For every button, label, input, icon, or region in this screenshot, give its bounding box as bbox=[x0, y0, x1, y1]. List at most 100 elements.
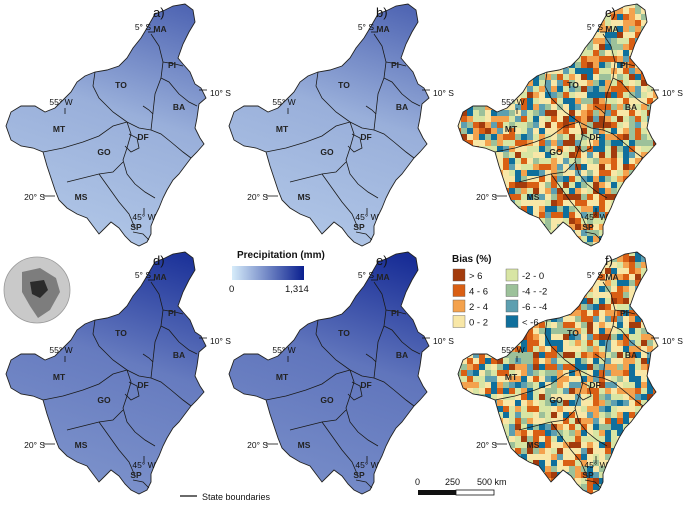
coord-label-lat-mid: 10° S bbox=[662, 88, 683, 98]
state-label-ba: BA bbox=[396, 350, 408, 360]
state-boundary bbox=[574, 121, 608, 199]
state-label-sp: SP bbox=[353, 222, 365, 232]
state-boundary bbox=[373, 129, 415, 159]
state-label-pi: PI bbox=[620, 308, 628, 318]
state-boundary bbox=[602, 129, 644, 159]
state-label-go: GO bbox=[549, 147, 563, 157]
precip-colorbar bbox=[232, 266, 304, 280]
state-label-df: DF bbox=[589, 132, 600, 142]
state-boundary bbox=[602, 377, 644, 407]
coord-label-lat-mid: 10° S bbox=[433, 88, 454, 98]
precipitation-legend: Precipitation (mm) 0 1,314 bbox=[229, 250, 325, 295]
state-label-mt: MT bbox=[505, 124, 518, 134]
state-boundary bbox=[494, 369, 580, 401]
state-label-ba: BA bbox=[173, 102, 185, 112]
state-boundary bbox=[98, 173, 136, 229]
coord-label-lat-mid: 10° S bbox=[433, 336, 454, 346]
map-panel-c: MA PI TO BA MT GO DF MS SP 5° S 10° S 20° S 55° W 45°… bbox=[457, 3, 683, 247]
coord-label-lon-west: 55° W bbox=[49, 345, 72, 355]
state-boundary bbox=[92, 71, 152, 131]
state-label-mt: MT bbox=[276, 372, 289, 382]
state-boundary bbox=[355, 479, 373, 489]
bias-class-label: 4 - 6 bbox=[469, 287, 488, 298]
state-label-ba: BA bbox=[625, 350, 637, 360]
state-boundary bbox=[122, 121, 156, 199]
state-label-ms: MS bbox=[75, 192, 88, 202]
panel-label: c) bbox=[605, 5, 616, 20]
state-label-pi: PI bbox=[391, 308, 399, 318]
state-label-go: GO bbox=[320, 395, 334, 405]
precip-legend-title: Precipitation (mm) bbox=[237, 250, 325, 261]
region-outline bbox=[5, 3, 207, 247]
coord-label-lat-north: 5° S bbox=[135, 270, 151, 280]
state-boundary bbox=[383, 77, 421, 107]
state-boundary bbox=[594, 353, 606, 363]
bias-swatch bbox=[452, 268, 466, 282]
map-panel-a: MA PI TO BA MT GO DF MS SP 5° S 10° S 20° S 55° W 45°… bbox=[5, 3, 231, 247]
bias-swatch bbox=[505, 284, 519, 297]
coord-label-lat-south: 20° S bbox=[476, 440, 497, 450]
state-boundary bbox=[550, 173, 588, 229]
state-label-df: DF bbox=[360, 132, 371, 142]
coord-label-lon-west: 55° W bbox=[272, 97, 295, 107]
state-label-sp: SP bbox=[582, 222, 594, 232]
state-label-sp: SP bbox=[130, 222, 142, 232]
panel-label: b) bbox=[376, 5, 388, 20]
state-label-go: GO bbox=[549, 395, 563, 405]
state-label-go: GO bbox=[97, 395, 111, 405]
state-boundary bbox=[347, 133, 363, 153]
bias-class-label: -2 - 0 bbox=[522, 271, 544, 282]
state-boundary bbox=[345, 121, 379, 199]
state-boundary bbox=[594, 105, 606, 115]
map-panel-e: MA PI TO BA MT GO DF MS SP 5° S 10° S 20° S 55° W 45°… bbox=[228, 251, 454, 495]
state-label-ma: MA bbox=[153, 24, 166, 34]
state-boundary bbox=[265, 121, 351, 153]
state-boundary bbox=[321, 173, 359, 229]
state-boundary bbox=[92, 319, 152, 379]
state-boundary bbox=[550, 421, 588, 477]
region-outline bbox=[5, 251, 207, 495]
bias-swatch bbox=[452, 284, 466, 297]
bias-swatch bbox=[452, 299, 466, 313]
state-boundary bbox=[373, 377, 415, 407]
scale-label-250: 250 bbox=[445, 477, 460, 487]
state-label-ma: MA bbox=[605, 24, 618, 34]
state-boundary bbox=[162, 309, 184, 315]
state-boundary bbox=[42, 121, 128, 153]
panel-label: a) bbox=[153, 5, 165, 20]
coord-label-lon-east: 45° W bbox=[132, 460, 155, 470]
state-label-go: GO bbox=[320, 147, 334, 157]
state-boundary bbox=[124, 381, 140, 401]
bias-class-label: > 6 bbox=[469, 271, 482, 282]
state-label-to: TO bbox=[115, 80, 127, 90]
state-boundary bbox=[321, 421, 359, 477]
scale-bar: 0 250 500 km bbox=[415, 477, 507, 496]
state-label-mt: MT bbox=[276, 124, 289, 134]
state-label-mt: MT bbox=[505, 372, 518, 382]
state-boundary bbox=[365, 105, 377, 115]
state-label-mt: MT bbox=[53, 124, 66, 134]
state-boundary bbox=[544, 71, 604, 131]
state-label-pi: PI bbox=[168, 308, 176, 318]
state-label-sp: SP bbox=[130, 470, 142, 480]
raster-fill bbox=[458, 252, 658, 494]
coord-label-lat-south: 20° S bbox=[247, 440, 268, 450]
coord-label-lon-west: 55° W bbox=[49, 97, 72, 107]
raster-fill bbox=[229, 4, 429, 246]
state-boundary bbox=[574, 369, 608, 447]
state-label-ba: BA bbox=[396, 102, 408, 112]
state-label-ma: MA bbox=[376, 24, 389, 34]
coord-label-lon-west: 55° W bbox=[272, 345, 295, 355]
state-boundary bbox=[355, 231, 373, 241]
scale-label-0: 0 bbox=[415, 477, 420, 487]
boundary-legend: State boundaries bbox=[180, 492, 271, 502]
coord-label-lat-north: 5° S bbox=[135, 22, 151, 32]
state-boundary bbox=[584, 479, 602, 489]
state-label-ms: MS bbox=[298, 192, 311, 202]
bias-class-label: -6 - -4 bbox=[522, 302, 547, 313]
state-boundary bbox=[385, 309, 407, 315]
coord-label-lat-north: 5° S bbox=[358, 270, 374, 280]
coord-label-lat-mid: 10° S bbox=[210, 88, 231, 98]
state-boundary bbox=[345, 369, 379, 447]
